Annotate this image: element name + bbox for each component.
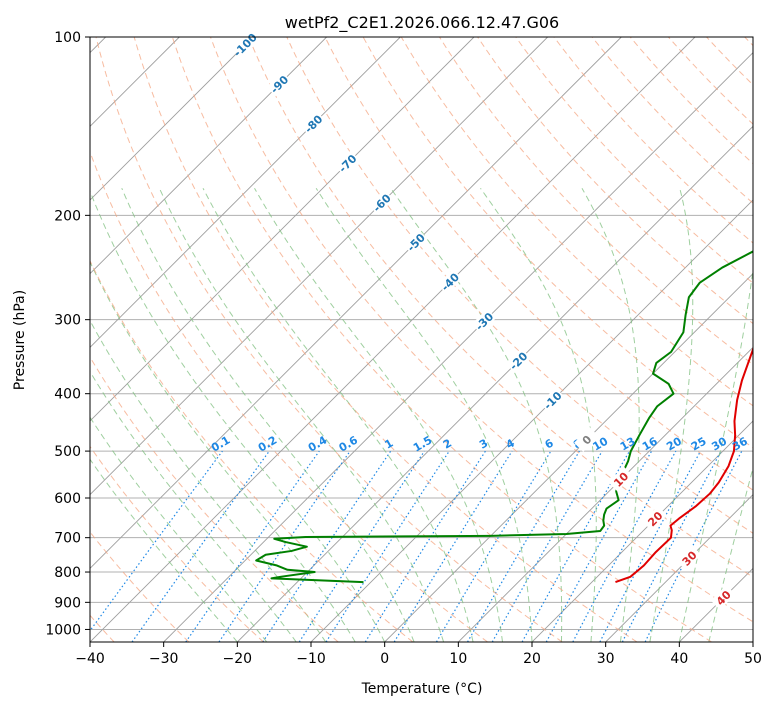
moist-adiabat-line xyxy=(90,458,238,642)
y-tick-label: 800 xyxy=(54,565,81,581)
x-tick-label: −40 xyxy=(75,651,105,667)
isotherm-line xyxy=(384,273,753,642)
moist-adiabat-line xyxy=(254,187,504,642)
x-axis-label: Temperature (°C) xyxy=(361,681,483,697)
moist-adiabat-line xyxy=(708,466,753,642)
label-background xyxy=(539,387,565,413)
mixing-ratio-line xyxy=(393,450,513,642)
y-tick-label: 1000 xyxy=(45,622,81,638)
label-background xyxy=(334,150,360,176)
moist-adiabat-line xyxy=(390,187,563,642)
moist-adiabat-line xyxy=(90,260,356,642)
label-background xyxy=(471,308,497,334)
x-tick-label: −10 xyxy=(296,651,326,667)
dry-adiabat-line xyxy=(286,37,753,534)
mixing-ratio-line xyxy=(521,450,631,642)
dry-adiabat-line xyxy=(171,37,712,642)
isotherm-line xyxy=(531,420,753,642)
moist-adiabat-line xyxy=(202,188,474,642)
dry-adiabat-line xyxy=(95,37,563,642)
isotherm-line xyxy=(458,346,753,642)
x-tick-label: 40 xyxy=(670,651,688,667)
label-background xyxy=(403,229,428,255)
label-background xyxy=(608,466,633,492)
plot-border xyxy=(89,36,754,643)
x-tick-label: −20 xyxy=(223,651,253,667)
y-axis-label: Pressure (hPa) xyxy=(12,290,28,390)
moist-adiabat-line xyxy=(315,187,533,642)
y-tick-label: 300 xyxy=(54,313,81,329)
dry-adiabat-line xyxy=(324,37,753,491)
x-tick-label: 50 xyxy=(744,651,762,667)
moist-adiabats xyxy=(90,187,753,642)
label-background xyxy=(676,545,702,571)
y-tick-label: 900 xyxy=(54,595,81,611)
dry-adiabat-line xyxy=(248,37,753,578)
isotherm-line xyxy=(237,125,753,642)
moist-adiabat-line xyxy=(581,187,640,642)
x-tick-label: 0 xyxy=(380,651,389,667)
x-tick-label: −30 xyxy=(149,651,179,667)
label-background xyxy=(369,190,394,215)
isotherm-line xyxy=(90,37,622,569)
moist-adiabat-line xyxy=(678,265,753,642)
plot-frame xyxy=(89,36,754,643)
y-tick-label: 400 xyxy=(54,387,81,403)
sounding-profiles xyxy=(255,250,753,584)
mixing-ratio-line xyxy=(218,450,351,642)
y-tick-label: 700 xyxy=(54,531,81,547)
isotherm-line xyxy=(90,37,475,422)
label-background xyxy=(710,585,736,610)
dry-adiabat-line xyxy=(90,259,414,642)
isotherm-line xyxy=(90,37,696,642)
label-background xyxy=(437,269,463,294)
isotherm-line xyxy=(605,494,753,642)
mixing-ratio-line xyxy=(644,450,743,642)
isotherm-line xyxy=(90,37,327,275)
mixing-ratio-line xyxy=(185,450,320,642)
mixing-ratio-line xyxy=(325,450,450,642)
moist-adiabat-line xyxy=(90,319,327,642)
moist-adiabat-line xyxy=(158,188,445,642)
plot-area xyxy=(90,37,753,642)
moist-adiabat-line xyxy=(480,187,597,642)
label-background xyxy=(232,32,258,57)
dry-adiabat-line xyxy=(90,445,264,642)
label-background xyxy=(505,348,531,373)
dry-adiabat-line xyxy=(133,37,638,642)
label-background xyxy=(574,427,599,452)
moist-adiabat-line xyxy=(121,188,415,642)
isotherm-line xyxy=(90,37,548,496)
mixing-ratio-line xyxy=(90,450,223,632)
x-tick-label: 20 xyxy=(523,651,541,667)
dry-adiabat-line xyxy=(515,37,753,284)
y-tick-label: 500 xyxy=(54,444,81,460)
mixing-ratio-line xyxy=(131,450,270,642)
label-background xyxy=(300,111,326,136)
label-background xyxy=(642,506,668,531)
y-tick-label: 100 xyxy=(54,30,81,46)
moist-adiabat-line xyxy=(649,188,694,642)
mixing-ratio-line xyxy=(298,450,425,642)
y-tick-label: 600 xyxy=(54,491,81,507)
mixing-ratio-lines xyxy=(90,450,743,642)
mixing-ratio-line xyxy=(572,450,677,642)
x-tick-label: 30 xyxy=(597,651,615,667)
axis-ticks: −40 −30 −20 −10 0 10 20 30 40 50 100 200 300 400 500 60… xyxy=(45,30,762,667)
isotherm-line xyxy=(90,37,254,201)
moist-adiabat-line xyxy=(90,189,386,642)
x-tick-label: 10 xyxy=(449,651,467,667)
y-tick-label: 200 xyxy=(54,208,81,224)
grid xyxy=(90,37,753,642)
chart-title: wetPf2_C2E1.2026.066.12.47.G06 xyxy=(285,13,559,33)
label-background xyxy=(266,71,292,97)
mixing-ratio-line xyxy=(262,450,392,642)
isotherm-line xyxy=(752,641,753,642)
dry-adiabat-line xyxy=(90,356,339,642)
isotherm-line xyxy=(90,37,401,348)
plot-background xyxy=(90,37,753,642)
mixing-ratio-line xyxy=(545,450,653,642)
isotherm-line xyxy=(163,52,753,642)
